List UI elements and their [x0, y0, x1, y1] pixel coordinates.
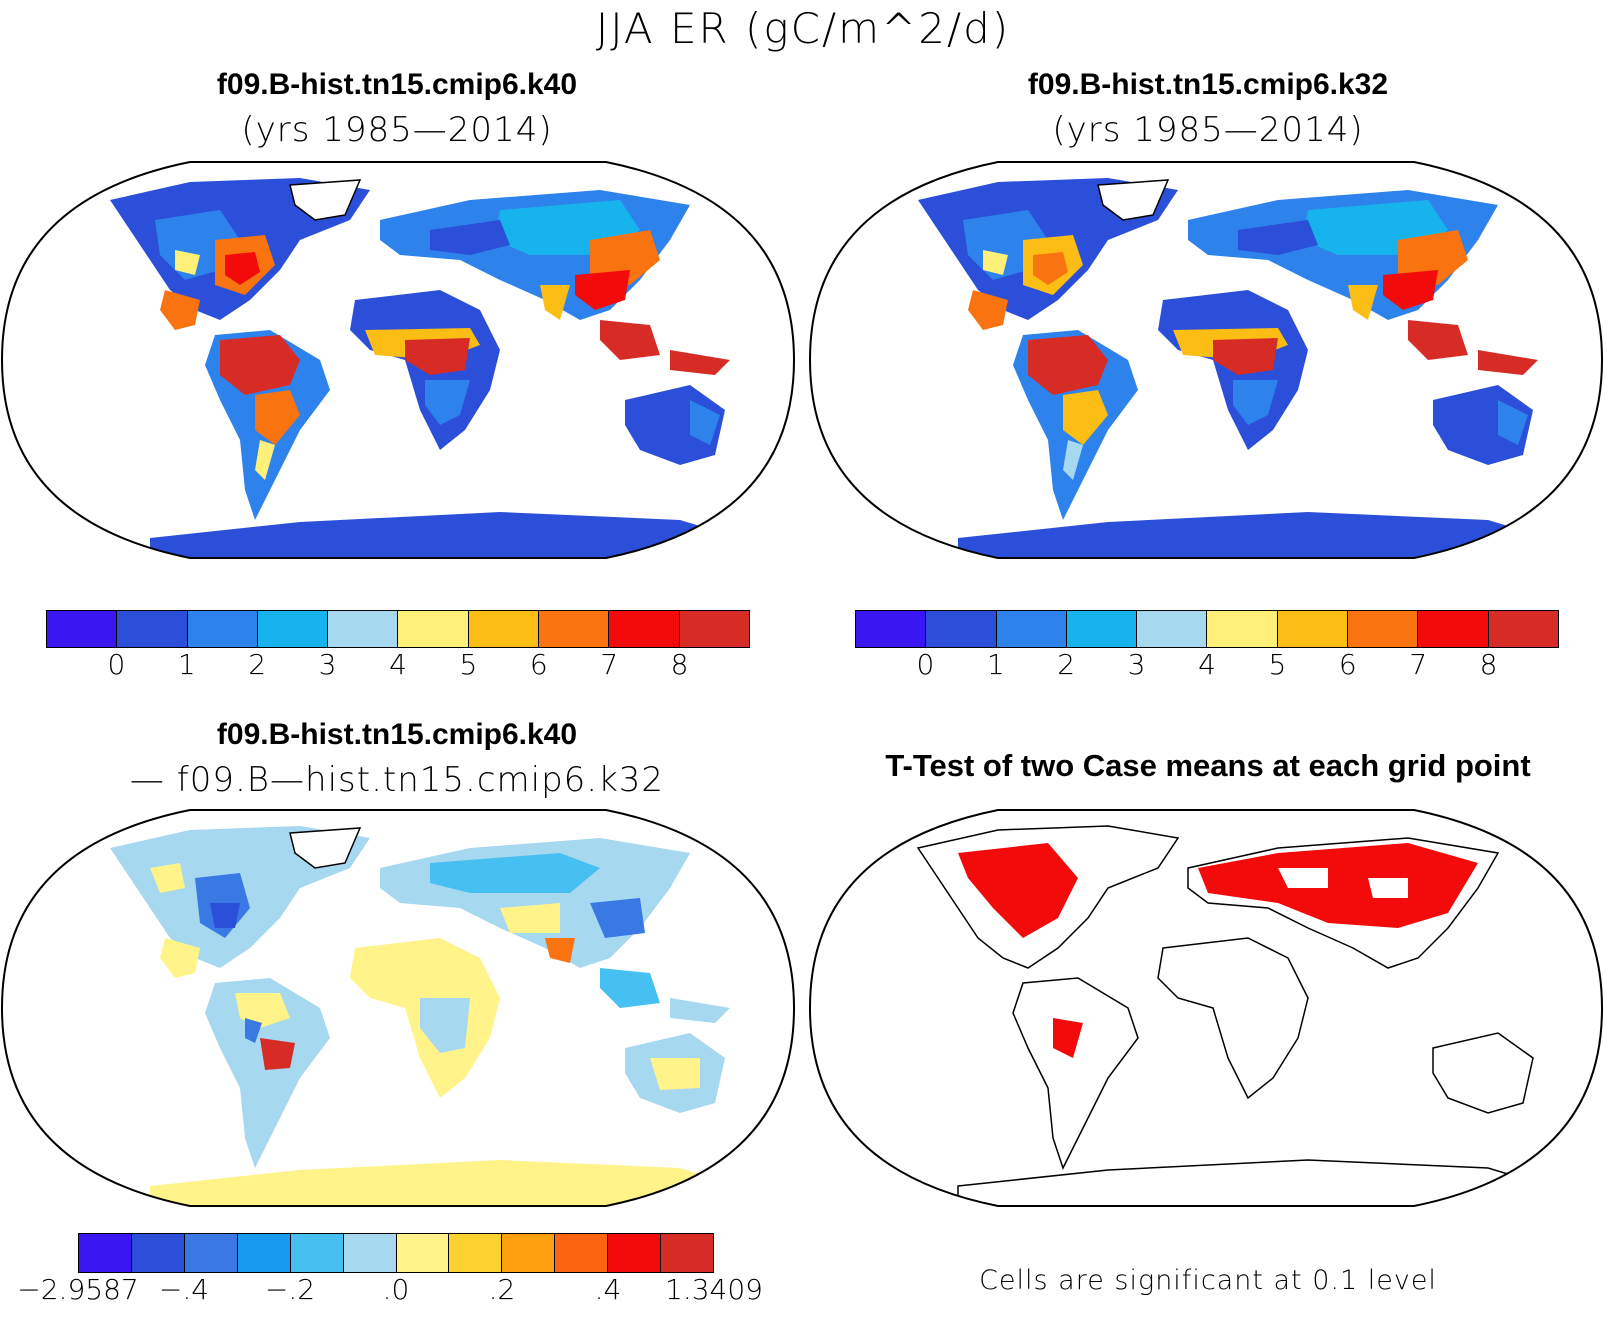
colorbar-case1-tick-label: 3	[318, 648, 337, 681]
map-diff	[0, 808, 796, 1208]
colorbar-diff-swatch	[237, 1234, 291, 1272]
panel-case2-subtitle: (yrs 1985—2014)	[1052, 110, 1364, 150]
colorbar-case2-tick-label: 1	[986, 648, 1005, 681]
colorbar-case2-tick-label: 3	[1127, 648, 1146, 681]
colorbar-case2-ticks: 0 1 2 3 4 5 6 7 8	[855, 648, 1559, 684]
map-ttest	[808, 808, 1604, 1208]
colorbar-case1-tick-label: 8	[670, 648, 689, 681]
colorbar-case1-swatch	[609, 611, 680, 647]
figure-title: JJA ER (gC/m^2/d)	[595, 4, 1011, 53]
colorbar-diff-swatch	[290, 1234, 344, 1272]
colorbar-diff-swatch	[79, 1234, 132, 1272]
map-ttest-fill	[916, 825, 1549, 1206]
colorbar-case2-swatch	[1418, 611, 1489, 647]
ttest-note: Cells are significant at 0.1 level	[979, 1265, 1437, 1296]
colorbar-diff-swatch	[343, 1234, 397, 1272]
colorbar-case2-swatch	[1137, 611, 1208, 647]
colorbar-case1-swatch	[117, 611, 188, 647]
colorbar-diff-swatch	[184, 1234, 238, 1272]
colorbar-diff-tick-label: .4	[594, 1273, 622, 1306]
colorbar-case1-swatches	[46, 610, 750, 648]
colorbar-diff-swatch	[131, 1234, 185, 1272]
colorbar-case2: 0 1 2 3 4 5 6 7 8	[855, 610, 1559, 684]
map-diff-fill	[110, 826, 740, 1206]
colorbar-diff-swatch	[608, 1234, 662, 1272]
colorbar-diff-tick-label: .0	[382, 1273, 410, 1306]
colorbar-case1-swatch	[539, 611, 610, 647]
colorbar-diff-ticks: −2.9587 −.4 −.2 .0 .2 .4 1.3409	[17, 1273, 763, 1309]
colorbar-case2-swatch	[1207, 611, 1278, 647]
colorbar-case2-swatch	[1348, 611, 1419, 647]
colorbar-case2-tick-label: 2	[1057, 648, 1076, 681]
colorbar-case2-tick-label: 5	[1268, 648, 1287, 681]
colorbar-case2-swatch	[926, 611, 997, 647]
colorbar-diff-tick-label: −2.9587	[17, 1273, 139, 1306]
colorbar-case2-tick-label: 0	[916, 648, 935, 681]
colorbar-case1-swatch	[47, 611, 118, 647]
map-case1-fill	[110, 178, 740, 558]
colorbar-diff-swatch	[449, 1234, 503, 1272]
colorbar-case2-tick-label: 6	[1338, 648, 1357, 681]
colorbar-case1-swatch	[679, 611, 749, 647]
colorbar-case2-swatch	[856, 611, 927, 647]
panel-case1-subtitle: (yrs 1985—2014)	[241, 110, 553, 150]
map-case2-fill	[918, 178, 1548, 558]
colorbar-case1: 0 1 2 3 4 5 6 7 8	[46, 610, 750, 684]
colorbar-case1-swatch	[328, 611, 399, 647]
colorbar-case1-swatch	[398, 611, 469, 647]
panel-diff-subtitle: — f09.B—hist.tn15.cmip6.k32	[129, 760, 665, 800]
colorbar-case2-swatch	[1488, 611, 1558, 647]
colorbar-case1-tick-label: 4	[389, 648, 407, 681]
colorbar-case1-tick-label: 7	[600, 648, 619, 681]
colorbar-case2-swatch	[1066, 611, 1138, 647]
panel-ttest-title: T-Test of two Case means at each grid po…	[885, 748, 1531, 783]
colorbar-case1-swatch	[468, 611, 540, 647]
colorbar-case1-tick-label: 1	[177, 648, 196, 681]
colorbar-case1-swatch	[187, 611, 258, 647]
colorbar-case2-tick-label: 7	[1409, 648, 1428, 681]
colorbar-diff-tick-label: 1.3409	[665, 1273, 763, 1306]
colorbar-case1-tick-label: 6	[529, 648, 548, 681]
colorbar-diff-swatch	[502, 1234, 556, 1272]
colorbar-diff-swatch	[661, 1234, 714, 1272]
colorbar-diff-swatch	[555, 1234, 609, 1272]
colorbar-diff-tick-label: −.4	[158, 1273, 210, 1306]
colorbar-case2-swatches	[855, 610, 1559, 648]
colorbar-diff-swatches	[78, 1233, 714, 1273]
colorbar-case1-swatch	[257, 611, 329, 647]
panel-diff-title: f09.B-hist.tn15.cmip6.k40	[216, 718, 578, 751]
colorbar-case1-tick-label: 0	[107, 648, 126, 681]
colorbar-diff: −2.9587 −.4 −.2 .0 .2 .4 1.3409	[17, 1233, 763, 1309]
colorbar-case1-tick-label: 5	[459, 648, 478, 681]
colorbar-case2-tick-label: 8	[1479, 648, 1498, 681]
map-case1	[0, 160, 796, 560]
colorbar-case1-ticks: 0 1 2 3 4 5 6 7 8	[46, 648, 750, 684]
colorbar-case2-tick-label: 4	[1198, 648, 1216, 681]
colorbar-case2-swatch	[1277, 611, 1349, 647]
panel-case2-title: f09.B-hist.tn15.cmip6.k32	[1027, 68, 1389, 101]
panel-case1-title: f09.B-hist.tn15.cmip6.k40	[216, 68, 578, 101]
map-case2	[808, 160, 1604, 560]
colorbar-case1-tick-label: 2	[248, 648, 267, 681]
colorbar-diff-tick-label: −.2	[264, 1273, 316, 1306]
colorbar-diff-tick-label: .2	[488, 1273, 516, 1306]
colorbar-diff-swatch	[396, 1234, 450, 1272]
colorbar-case2-swatch	[996, 611, 1067, 647]
